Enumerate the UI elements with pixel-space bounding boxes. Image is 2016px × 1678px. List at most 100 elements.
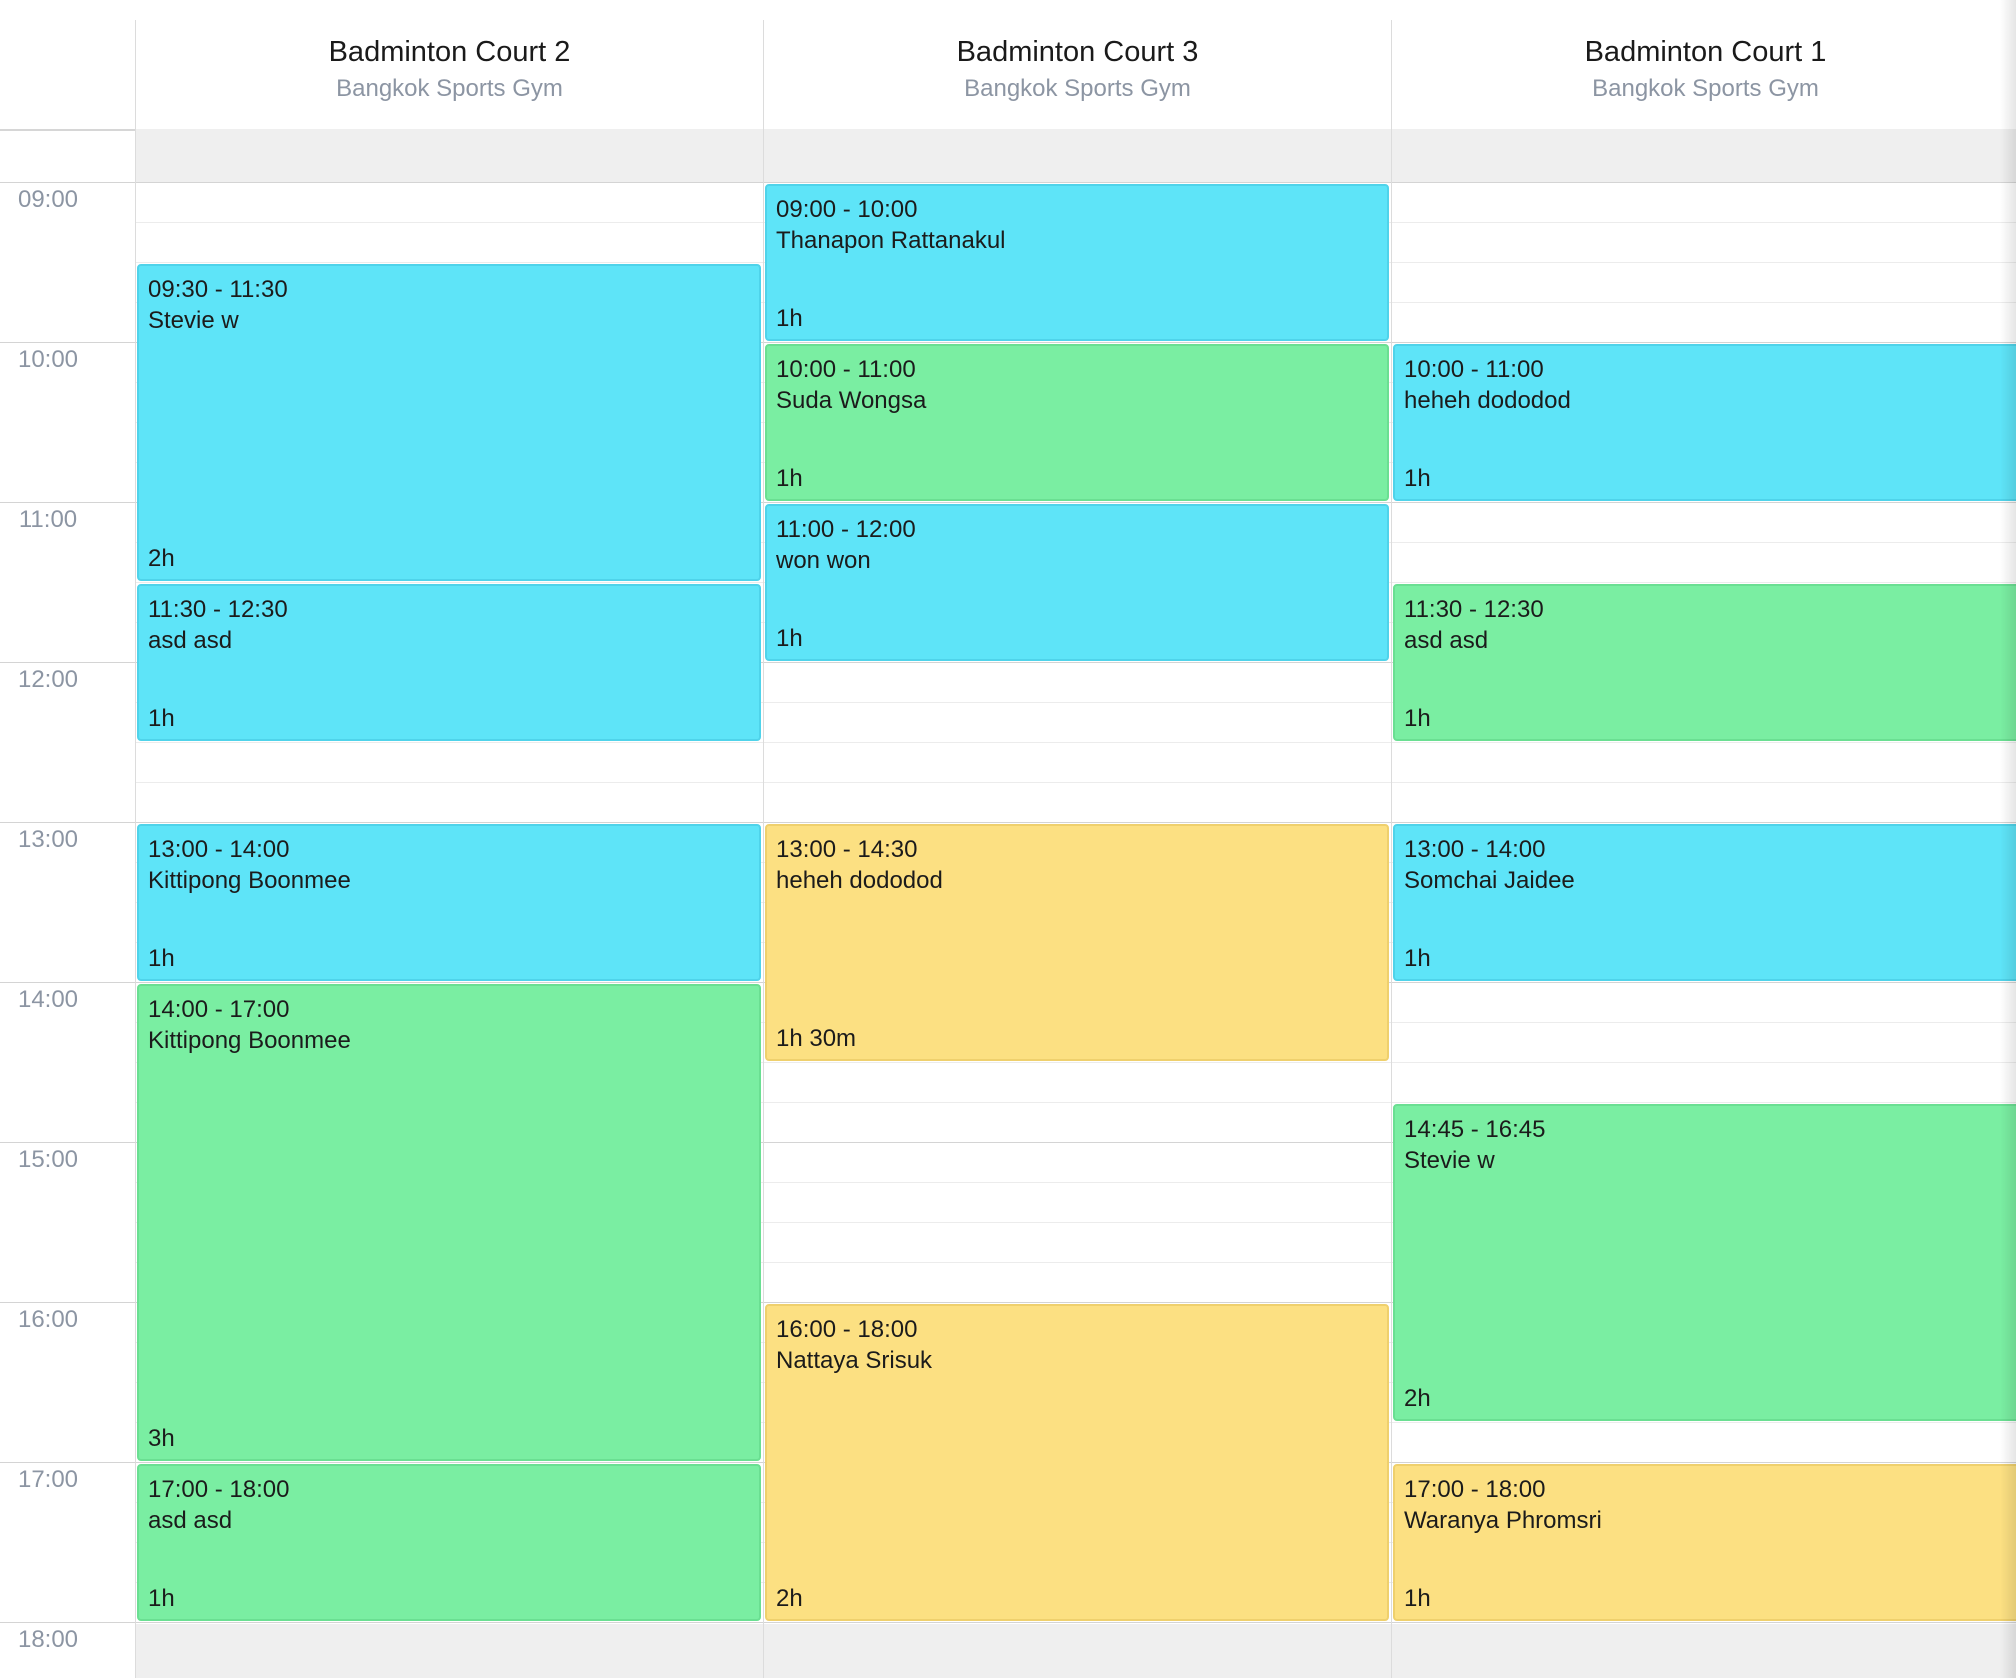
quarter-line xyxy=(135,1222,2016,1223)
event-customer-name: Kittipong Boonmee xyxy=(148,1027,351,1054)
event-duration: 2h xyxy=(148,545,175,572)
booking-event[interactable]: 17:00 - 18:00 asd asd 1h xyxy=(137,1464,761,1621)
event-time: 10:00 - 11:00 xyxy=(776,356,916,383)
event-customer-name: Thanapon Rattanakul xyxy=(776,227,1006,254)
event-duration: 1h xyxy=(776,625,803,652)
event-time: 09:00 - 10:00 xyxy=(776,196,918,223)
resource-header-2: Badminton Court 3 Bangkok Sports Gym xyxy=(763,20,1391,129)
event-duration: 1h xyxy=(776,465,803,492)
booking-event[interactable]: 09:00 - 10:00 Thanapon Rattanakul 1h xyxy=(765,184,1389,341)
quarter-line xyxy=(135,1262,2016,1263)
event-duration: 1h 30m xyxy=(776,1025,857,1052)
time-label: 14:00 xyxy=(17,986,79,1013)
event-customer-name: asd asd xyxy=(148,1507,233,1534)
event-time: 11:30 - 12:30 xyxy=(148,596,288,623)
booking-event[interactable]: 11:00 - 12:00 won won 1h xyxy=(765,504,1389,661)
event-time: 17:00 - 18:00 xyxy=(1404,1476,1546,1503)
event-customer-name: Waranya Phromsri xyxy=(1404,1507,1602,1534)
event-customer-name: Nattaya Srisuk xyxy=(776,1347,933,1374)
event-duration: 1h xyxy=(148,1585,175,1612)
after-hours-slot xyxy=(763,1624,1391,1678)
booking-event[interactable]: 09:30 - 11:30 Stevie w 2h xyxy=(137,264,761,581)
hour-line xyxy=(0,822,2016,823)
time-label: 09:00 xyxy=(17,186,79,213)
booking-event[interactable]: 13:00 - 14:30 heheh dododod 1h 30m xyxy=(765,824,1389,1061)
resource-title: Badminton Court 1 xyxy=(1584,36,1827,68)
event-time: 17:00 - 18:00 xyxy=(148,1476,290,1503)
time-label: 18:00 xyxy=(17,1626,79,1653)
gutter-divider xyxy=(135,129,136,1678)
event-time: 11:30 - 12:30 xyxy=(1404,596,1544,623)
hour-line xyxy=(0,1142,2016,1143)
all-day-slot[interactable] xyxy=(1391,129,2016,183)
event-customer-name: Kittipong Boonmee xyxy=(148,867,351,894)
quarter-line xyxy=(135,1062,2016,1063)
hour-line xyxy=(0,662,2016,663)
event-duration: 2h xyxy=(776,1585,803,1612)
column-divider xyxy=(1391,129,1392,1678)
event-time: 13:00 - 14:00 xyxy=(1404,836,1546,863)
event-duration: 1h xyxy=(1404,705,1431,732)
time-grid: 09:00 10:00 11:00 12:00 13:00 14:00 15:00 16:00… xyxy=(0,129,2016,1678)
booking-event[interactable]: 10:00 - 11:00 heheh dododod 1h xyxy=(1393,344,2016,501)
event-time: 13:00 - 14:00 xyxy=(148,836,290,863)
quarter-line xyxy=(135,702,2016,703)
hour-line xyxy=(0,182,2016,183)
time-label: 10:00 xyxy=(17,346,79,373)
resource-location: Bangkok Sports Gym xyxy=(964,75,1191,102)
time-label: 12:00 xyxy=(17,666,79,693)
event-duration: 1h xyxy=(1404,465,1431,492)
hour-line xyxy=(0,502,2016,503)
event-time: 14:45 - 16:45 xyxy=(1404,1116,1546,1143)
event-customer-name: asd asd xyxy=(1404,627,1489,654)
all-day-slot[interactable] xyxy=(763,129,1391,183)
hour-line xyxy=(0,342,2016,343)
event-duration: 2h xyxy=(1404,1385,1431,1412)
event-duration: 3h xyxy=(148,1425,175,1452)
time-label: 17:00 xyxy=(17,1466,79,1493)
quarter-line xyxy=(135,782,2016,783)
event-duration: 1h xyxy=(776,305,803,332)
booking-event[interactable]: 14:00 - 17:00 Kittipong Boonmee 3h xyxy=(137,984,761,1461)
booking-event[interactable]: 14:45 - 16:45 Stevie w 2h xyxy=(1393,1104,2016,1421)
after-hours-slot xyxy=(135,1624,763,1678)
time-label: 16:00 xyxy=(17,1306,79,1333)
after-hours-slot xyxy=(1391,1624,2016,1678)
booking-event[interactable]: 13:00 - 14:00 Somchai Jaidee 1h xyxy=(1393,824,2016,981)
booking-event[interactable]: 11:30 - 12:30 asd asd 1h xyxy=(137,584,761,741)
quarter-line xyxy=(135,1102,2016,1103)
time-label: 13:00 xyxy=(17,826,79,853)
resource-header-1: Badminton Court 2 Bangkok Sports Gym xyxy=(135,20,763,129)
event-time: 11:00 - 12:00 xyxy=(776,516,916,543)
event-customer-name: Somchai Jaidee xyxy=(1404,867,1575,894)
quarter-line xyxy=(135,742,2016,743)
booking-event[interactable]: 10:00 - 11:00 Suda Wongsa 1h xyxy=(765,344,1389,501)
hour-line xyxy=(0,1622,2016,1623)
event-customer-name: won won xyxy=(776,547,871,574)
booking-event[interactable]: 17:00 - 18:00 Waranya Phromsri 1h xyxy=(1393,1464,2016,1621)
time-label: 11:00 xyxy=(18,506,78,533)
event-customer-name: Stevie w xyxy=(1404,1147,1495,1174)
time-label: 15:00 xyxy=(17,1146,79,1173)
event-customer-name: heheh dododod xyxy=(1404,387,1571,414)
resource-header: Badminton Court 2 Bangkok Sports Gym Badmi… xyxy=(0,0,2016,131)
event-duration: 1h xyxy=(1404,945,1431,972)
resource-title: Badminton Court 2 xyxy=(328,36,571,68)
event-time: 10:00 - 11:00 xyxy=(1404,356,1544,383)
booking-event[interactable]: 16:00 - 18:00 Nattaya Srisuk 2h xyxy=(765,1304,1389,1621)
all-day-slot[interactable] xyxy=(135,129,763,183)
event-time: 13:00 - 14:30 xyxy=(776,836,918,863)
booking-event[interactable]: 11:30 - 12:30 asd asd 1h xyxy=(1393,584,2016,741)
resource-location: Bangkok Sports Gym xyxy=(1592,75,1819,102)
event-time: 16:00 - 18:00 xyxy=(776,1316,918,1343)
column-divider xyxy=(763,129,764,1678)
booking-event[interactable]: 13:00 - 14:00 Kittipong Boonmee 1h xyxy=(137,824,761,981)
event-customer-name: heheh dododod xyxy=(776,867,943,894)
event-customer-name: Stevie w xyxy=(148,307,239,334)
hour-line xyxy=(0,1302,2016,1303)
event-customer-name: Suda Wongsa xyxy=(776,387,927,414)
resource-header-3: Badminton Court 1 Bangkok Sports Gym xyxy=(1391,20,2016,129)
event-duration: 1h xyxy=(148,705,175,732)
resource-title: Badminton Court 3 xyxy=(956,36,1199,68)
